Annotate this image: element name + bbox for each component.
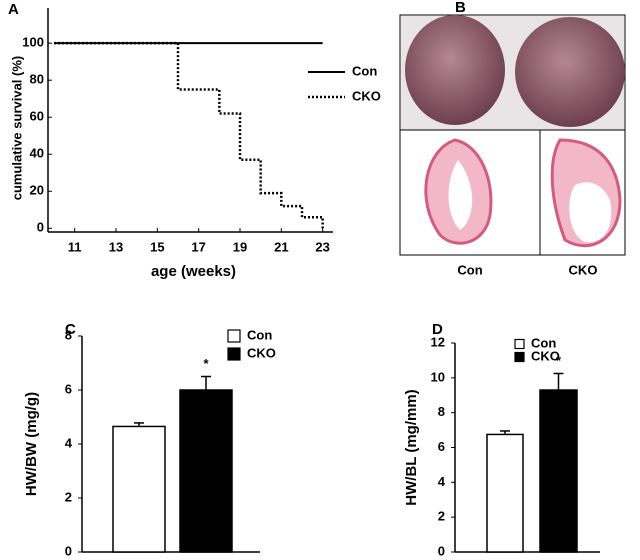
x-axis-title: age (weeks) — [151, 263, 236, 280]
legend-swatch — [227, 347, 241, 361]
y-tick-label: 100 — [22, 35, 44, 50]
legend-label: CKO — [352, 88, 381, 103]
y-tick-label: 4 — [438, 474, 446, 489]
bar — [112, 425, 166, 553]
legend-swatch — [514, 351, 525, 363]
image-caption: CKO — [569, 262, 598, 277]
panel-label: A — [8, 1, 19, 18]
x-tick-label: 23 — [315, 239, 329, 254]
y-axis-title: HW/BL (mg/mm) — [403, 389, 420, 505]
y-tick-label: 10 — [431, 369, 445, 384]
panel-label: D — [432, 321, 443, 338]
bar — [486, 433, 524, 553]
y-tick-label: 60 — [30, 109, 44, 124]
heart-section-cavity — [569, 182, 612, 243]
y-tick-label: 8 — [438, 404, 445, 419]
significance-marker: * — [203, 356, 209, 371]
legend-label: Con — [531, 335, 556, 350]
legend-label: Con — [352, 63, 377, 78]
y-tick-label: 40 — [30, 146, 44, 161]
y-tick-label: 8 — [65, 327, 72, 342]
y-tick-label: 2 — [65, 489, 72, 504]
heart-photo — [515, 17, 625, 127]
y-tick-label: 0 — [65, 543, 72, 558]
bar — [539, 389, 578, 553]
y-tick-label: 4 — [65, 435, 73, 450]
heart-section-cavity — [448, 160, 473, 230]
legend-swatch — [514, 338, 525, 350]
panel-label: B — [455, 0, 466, 16]
y-tick-label: 0 — [438, 543, 445, 558]
legend-label: Con — [247, 327, 272, 342]
y-tick-label: 12 — [431, 334, 445, 349]
heart-photo — [405, 15, 505, 125]
image-caption: Con — [457, 262, 482, 277]
x-tick-label: 17 — [191, 239, 205, 254]
y-tick-label: 20 — [30, 183, 44, 198]
y-axis-title: HW/BW (mg/g) — [23, 392, 40, 496]
y-tick-label: 6 — [438, 439, 445, 454]
x-tick-label: 11 — [68, 239, 82, 254]
x-tick-label: 13 — [109, 239, 123, 254]
legend-swatch — [227, 329, 241, 343]
legend-label: CKO — [531, 348, 560, 363]
x-tick-label: 21 — [274, 239, 288, 254]
y-tick-label: 2 — [438, 509, 445, 524]
bar — [179, 389, 233, 553]
x-tick-label: 15 — [150, 239, 164, 254]
y-axis-title: cumulative survival (%) — [9, 56, 24, 201]
heart-images — [399, 14, 626, 256]
y-tick-label: 80 — [30, 72, 44, 87]
legend-label: CKO — [247, 345, 276, 360]
y-tick-label: 6 — [65, 381, 72, 396]
panel-label: C — [65, 321, 76, 338]
significance-marker: * — [556, 353, 562, 368]
y-tick-label: 0 — [37, 220, 44, 235]
survival-line — [54, 41, 324, 229]
x-tick-label: 19 — [233, 239, 247, 254]
